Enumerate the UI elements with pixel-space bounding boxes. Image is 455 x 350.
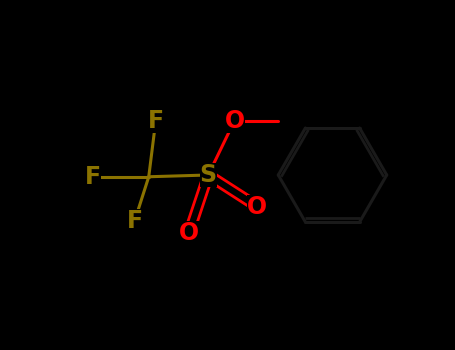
Text: F: F bbox=[85, 165, 101, 189]
Text: S: S bbox=[200, 163, 217, 187]
Text: O: O bbox=[224, 109, 245, 133]
Text: F: F bbox=[126, 209, 143, 232]
Text: O: O bbox=[247, 195, 268, 218]
Text: F: F bbox=[148, 109, 164, 133]
Text: O: O bbox=[179, 221, 199, 245]
